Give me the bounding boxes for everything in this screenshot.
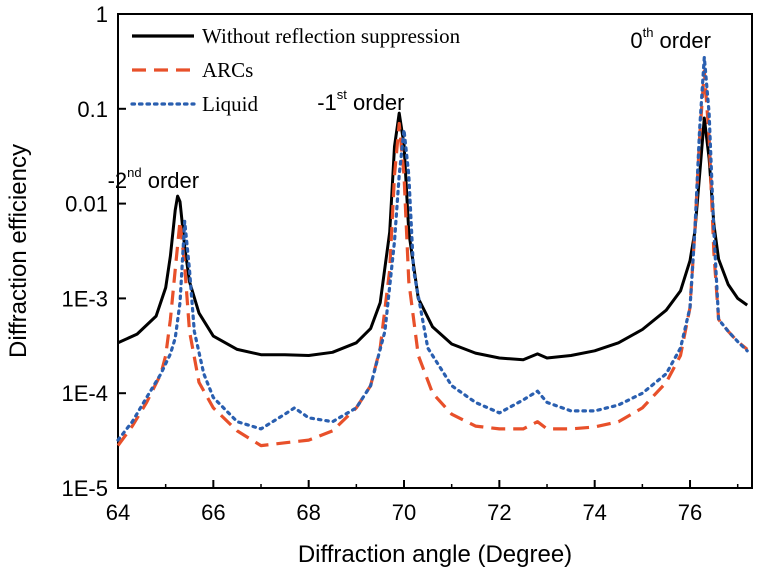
x-tick-label: 66 [201, 500, 225, 525]
y-tick-label: 0.1 [77, 97, 108, 122]
y-tick-label: 1E-5 [62, 476, 108, 501]
series-line-arcs [116, 69, 749, 448]
y-tick-label: 0.01 [65, 192, 108, 217]
legend-label: Without reflection suppression [202, 24, 461, 48]
x-tick-label: 76 [678, 500, 702, 525]
x-axis-ticks: 64 66 68 70 72 74 76 [106, 480, 739, 525]
y-axis-title: Diffraction efficiency [5, 144, 32, 358]
x-tick-label: 68 [296, 500, 320, 525]
peak-annotation: -1st order [317, 87, 404, 115]
legend-label: Liquid [202, 92, 258, 116]
legend: Without reflection suppression ARCs Liquid [130, 24, 461, 116]
x-tick-label: 74 [582, 500, 606, 525]
peak-annotation: 0th order [630, 25, 711, 53]
y-tick-label: 1 [96, 2, 108, 27]
x-tick-label: 70 [392, 500, 416, 525]
peak-annotations: -2nd order -1st order 0th order [108, 25, 711, 193]
y-tick-label: 1E-3 [62, 286, 108, 311]
x-tick-label: 64 [106, 500, 130, 525]
series-line-liquid [116, 55, 749, 442]
x-axis-title: Diffraction angle (Degree) [298, 541, 572, 568]
plot-frame [117, 13, 753, 489]
series-lines [116, 55, 749, 448]
y-axis-ticks: 1E-5 1E-4 1E-3 0.01 0.1 1 [62, 2, 126, 501]
y-tick-label: 1E-4 [62, 381, 108, 406]
legend-label: ARCs [202, 58, 253, 82]
series-line-without-reflection-suppression [117, 111, 749, 362]
x-tick-label: 72 [487, 500, 511, 525]
peak-annotation: -2nd order [108, 165, 200, 193]
